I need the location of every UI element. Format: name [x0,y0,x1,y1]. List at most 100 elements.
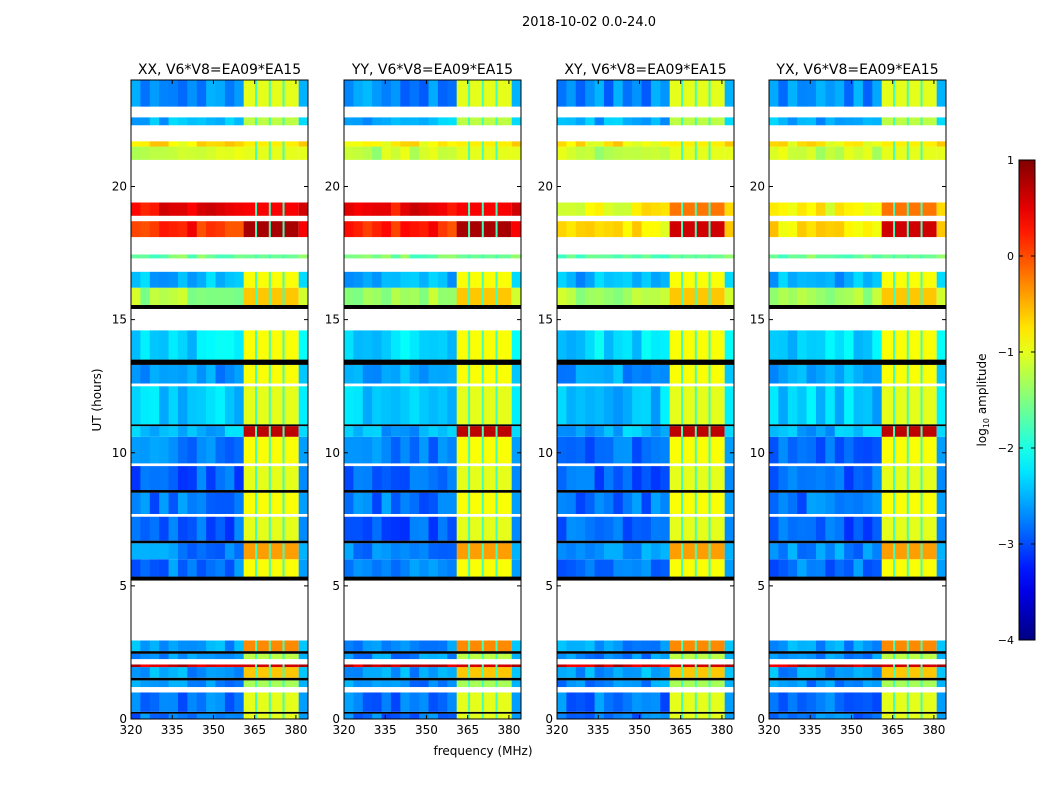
channel-gap-cell [681,271,684,288]
heatmap-cell [187,543,198,560]
heatmap-cell [650,436,661,464]
y-tick-label: 5 [332,579,340,593]
channel-gap-cell [708,559,711,577]
heatmap-cell [834,221,845,238]
heatmap-cell [390,330,401,360]
heatmap-cell [853,141,864,147]
heatmap-cell [797,364,808,384]
heatmap-cell [390,516,401,541]
heatmap-cell [660,492,671,514]
heatmap-cell [298,364,308,384]
x-tick-label: 380 [922,723,945,737]
heatmap-cell [650,386,661,425]
heatmap-cell [575,426,586,437]
heatmap-cell [344,713,354,719]
flagged-band [344,215,521,222]
heatmap-cell [409,466,420,491]
heatmap-cell [724,680,734,688]
heatmap-cell [177,117,188,126]
rfi-cell [881,653,937,660]
heatmap-cell [511,330,521,360]
heatmap-cell [234,492,245,514]
heatmap-cell [149,221,160,238]
channel-gap-cell [694,713,697,719]
heatmap-cell [344,692,354,712]
heatmap-cell [787,436,798,464]
rfi-cell [669,202,725,216]
channel-gap-cell [906,692,909,712]
heatmap-cell [806,221,817,238]
heatmap-cell [641,543,652,560]
channel-gap-cell [920,664,923,668]
heatmap-cell [778,117,789,126]
heatmap-cell [159,713,170,719]
heatmap-cell [853,221,864,238]
channel-gap-cell [282,667,285,678]
heatmap-cell [872,330,883,360]
heatmap-cell [224,80,235,107]
heatmap-cell [632,202,643,216]
heatmap-cell [844,80,855,107]
heatmap-cell [428,653,439,660]
heatmap-cell [853,386,864,425]
heatmap-cell [787,640,798,652]
heatmap-cell [806,386,817,425]
heatmap-cell [447,559,458,577]
heatmap-cell [419,287,430,305]
colorbar-label-subscript: 10 [982,418,991,428]
heatmap-cell [187,117,198,126]
heatmap-cell [372,543,383,560]
channel-gap-cell [481,426,484,437]
heatmap-cell [390,221,401,238]
heatmap-cell [428,117,439,126]
channel-gap-cell [920,254,923,259]
channel-gap-cell [681,146,684,160]
heatmap-cell [362,667,373,678]
heatmap-cell [177,492,188,514]
channel-gap-cell [255,466,258,491]
heatmap-cell [344,271,354,288]
heatmap-cell [447,466,458,491]
heatmap-cell [632,664,643,668]
heatmap-cell [131,386,141,425]
channel-gap-cell [468,364,471,384]
channel-gap-cell [495,287,498,305]
heatmap-cell [650,117,661,126]
heatmap-cell [815,667,826,678]
heatmap-cell [206,254,217,259]
heatmap-cell [437,516,448,541]
heatmap-cell [159,516,170,541]
channel-gap-cell [893,364,896,384]
flagged-band [557,383,734,387]
heatmap-cell [769,667,779,678]
heatmap-cell [862,117,873,126]
flagged-band [131,540,308,544]
heatmap-cell [650,713,661,719]
heatmap-cell [390,692,401,712]
heatmap-cell [196,436,207,464]
heatmap-cell [936,653,946,660]
heatmap-cell [224,386,235,425]
heatmap-cell [769,713,779,719]
heatmap-cell [603,713,614,719]
heatmap-cell [641,667,652,678]
heatmap-cell [177,141,188,147]
heatmap-cell [778,364,789,384]
heatmap-cell [381,640,392,652]
panel-title: XX, V6*V8=EA09*EA15 [138,62,301,78]
channel-gap-cell [268,640,271,652]
heatmap-cell [862,713,873,719]
heatmap-cell [353,254,364,259]
flagged-band [769,159,946,203]
heatmap-cell [419,664,430,668]
heatmap-cell [622,330,633,360]
channel-gap-cell [468,436,471,464]
heatmap-cell [353,287,364,305]
rfi-cell [669,271,725,288]
heatmap-cell [815,254,826,259]
heatmap-cell [936,330,946,360]
heatmap-cell [437,117,448,126]
heatmap-cell [428,426,439,437]
heatmap-cell [419,640,430,652]
